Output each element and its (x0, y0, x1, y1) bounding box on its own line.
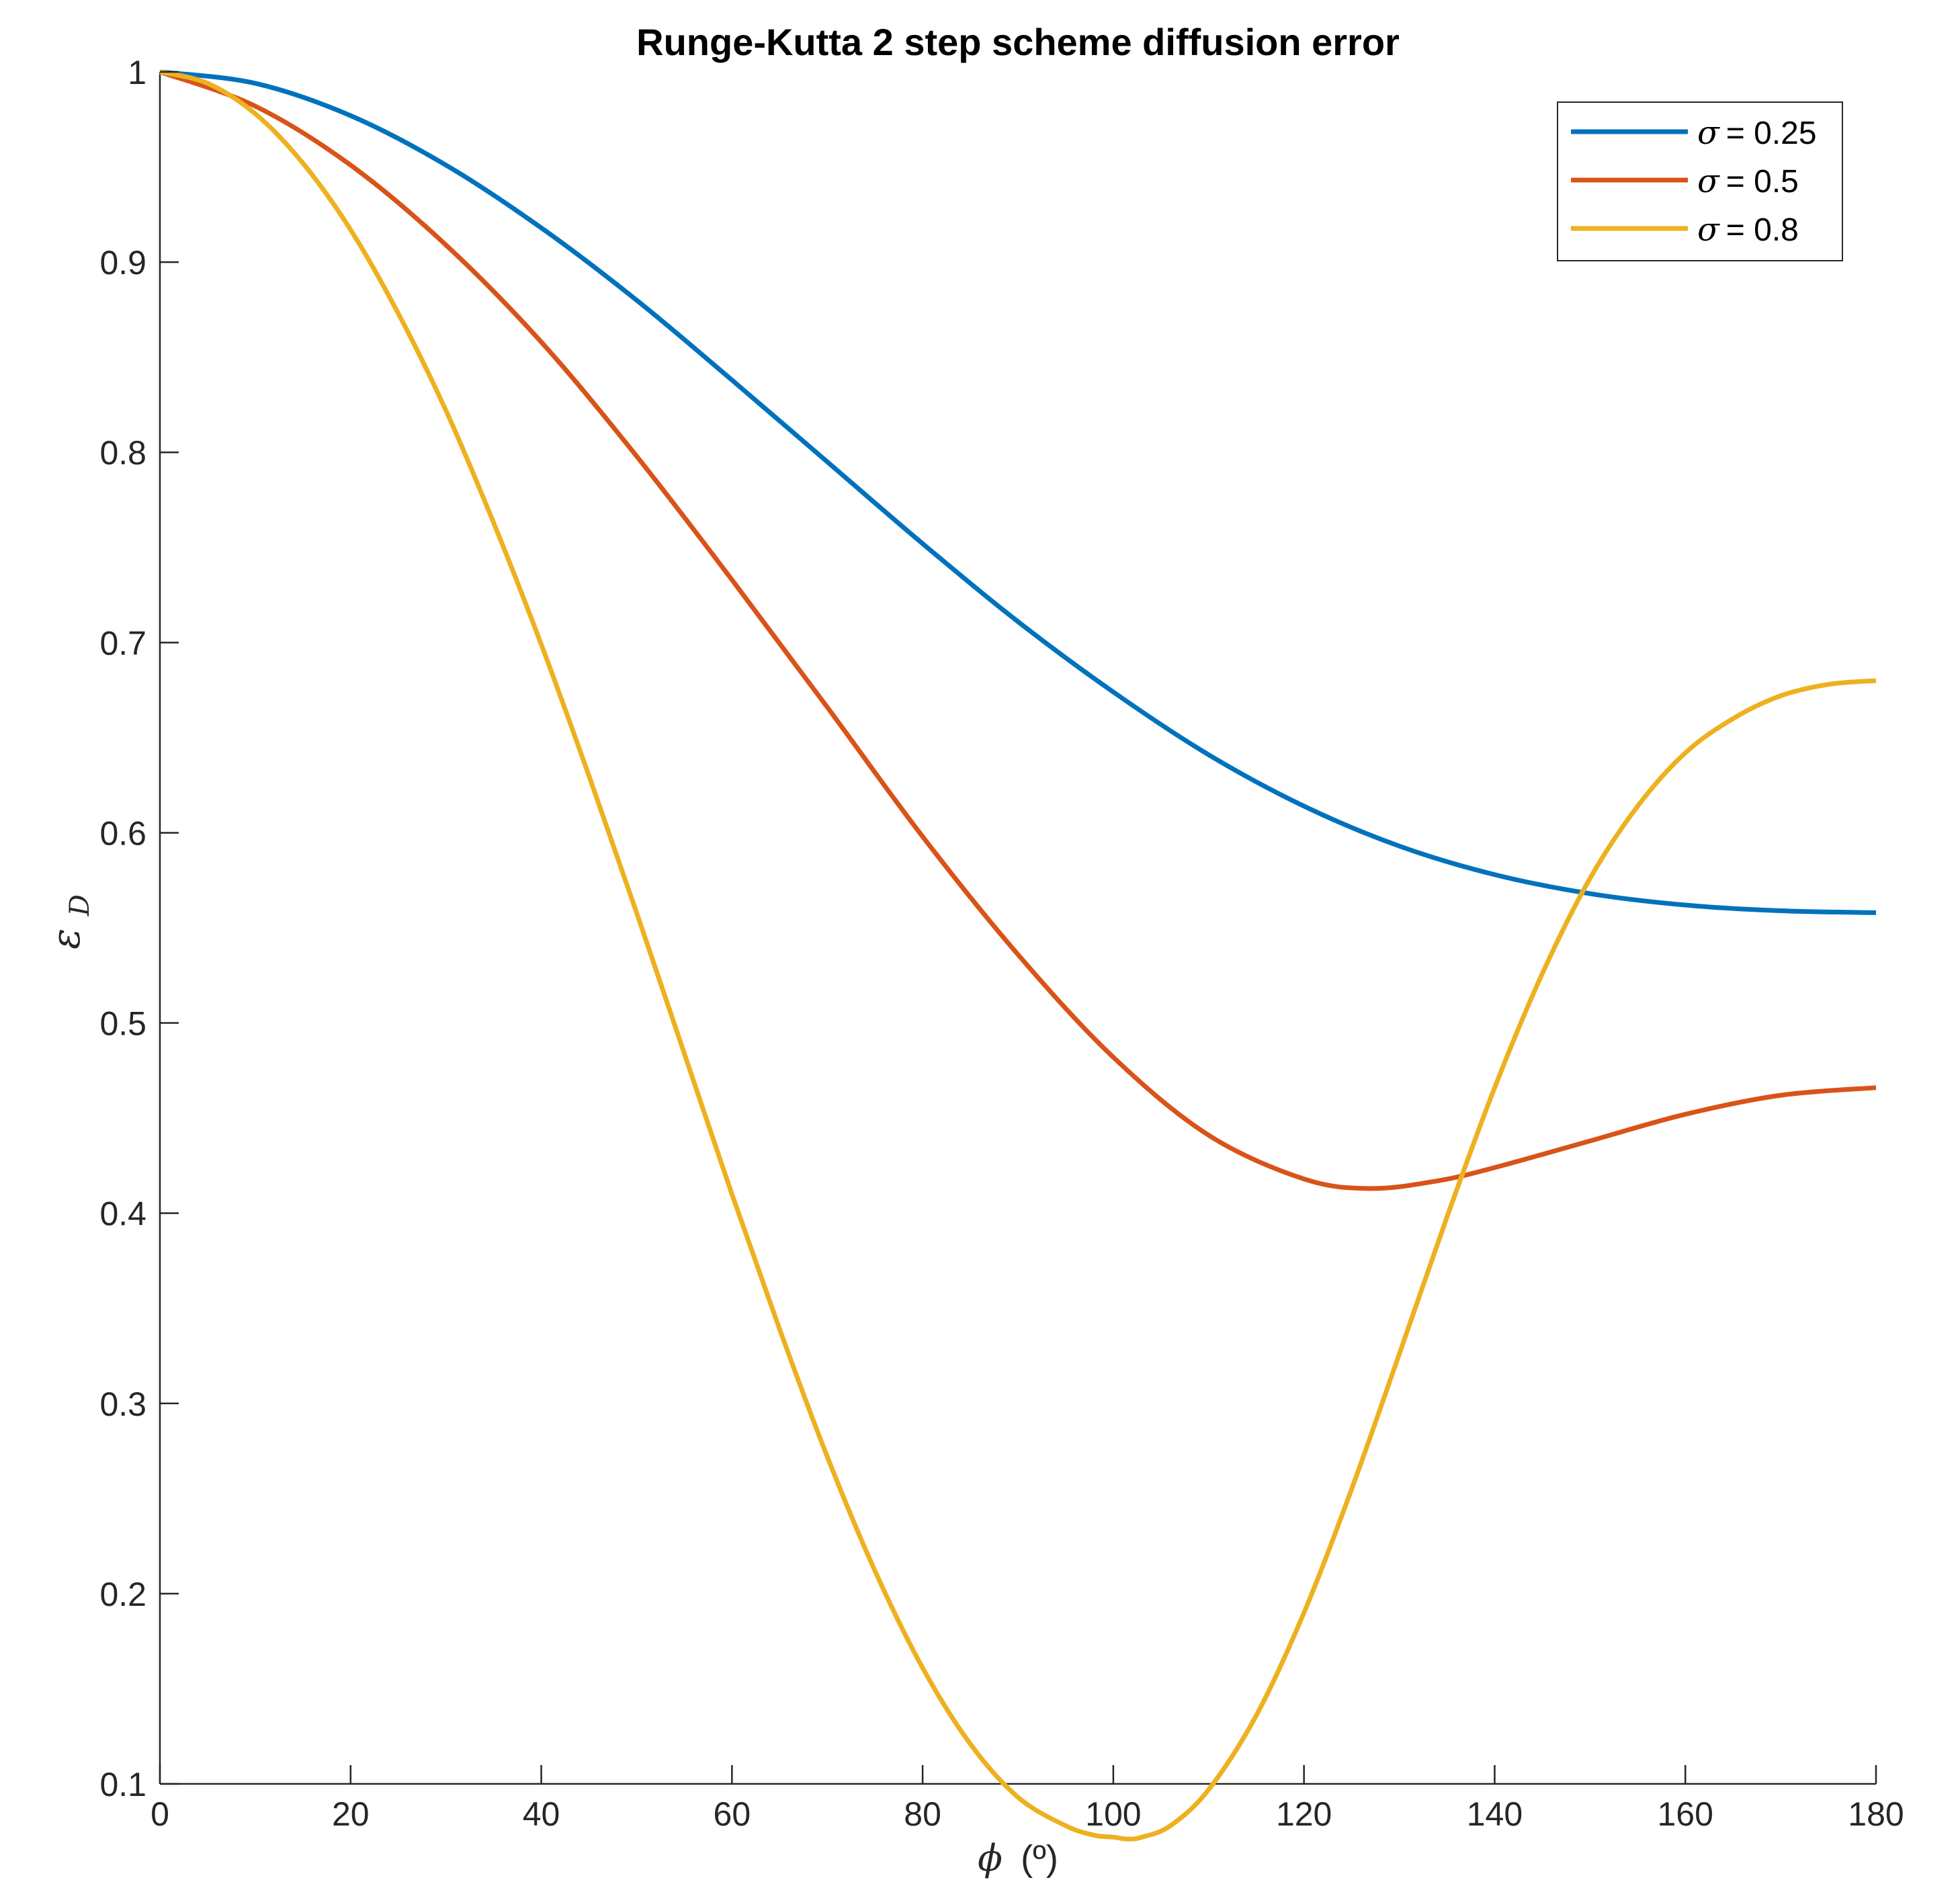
legend-label: σ = 0.5 (1697, 163, 1799, 200)
x-tick-label: 20 (332, 1795, 370, 1833)
legend-symbol: σ (1697, 211, 1720, 249)
y-tick-label: 0.1 (99, 1766, 146, 1803)
series-line-1 (159, 69, 1877, 1191)
x-tick-label: 100 (1085, 1795, 1141, 1833)
legend-symbol: σ (1697, 163, 1720, 200)
y-tick-label: 0.5 (99, 1005, 146, 1043)
x-axis-symbol: ϕ (978, 1837, 1003, 1879)
x-tick-label: 120 (1276, 1795, 1332, 1833)
y-tick-label: 0.2 (99, 1576, 146, 1613)
legend-label: σ = 0.8 (1697, 211, 1799, 249)
x-axis-label: ϕ (º) (978, 1837, 1058, 1879)
legend-label: σ = 0.25 (1697, 114, 1817, 152)
y-tick-label: 0.6 (99, 814, 146, 852)
x-tick-label: 180 (1848, 1795, 1904, 1833)
y-tick-label: 0.8 (99, 434, 146, 472)
y-tick-label: 1 (128, 54, 146, 91)
series-lines (159, 69, 1877, 1842)
y-tick-label: 0.7 (99, 624, 146, 662)
x-tick-label: 40 (523, 1795, 560, 1833)
plot-area (160, 72, 1876, 1784)
axis-labels: ϕ (º) ε D (43, 894, 1058, 1879)
legend-value: = 0.8 (1726, 212, 1799, 248)
y-axis-symbol: ε (43, 929, 89, 949)
x-tick-label: 60 (714, 1795, 751, 1833)
x-tick-label: 140 (1467, 1795, 1523, 1833)
y-axis-subscript: D (65, 894, 95, 916)
chart-title: Runge-Kutta 2 step scheme diffusion erro… (636, 21, 1400, 63)
series-line-2 (159, 69, 1877, 1842)
y-axis-ticks: 0.1 0.2 0.3 0.4 0.5 0.6 0.7 0.8 0.9 1 (99, 54, 179, 1803)
plot-axes (159, 72, 1876, 1785)
x-axis-unit: (º) (1021, 1838, 1058, 1879)
x-tick-label: 80 (904, 1795, 941, 1833)
x-tick-label: 0 (151, 1795, 169, 1833)
series-line-0 (159, 69, 1877, 915)
legend-symbol: σ (1697, 114, 1720, 152)
legend: σ = 0.25σ = 0.5σ = 0.8 (1557, 101, 1843, 261)
y-axis-label: ε D (43, 894, 95, 949)
y-tick-label: 0.4 (99, 1195, 146, 1233)
y-tick-label: 0.9 (99, 244, 146, 282)
x-tick-label: 160 (1658, 1795, 1713, 1833)
x-axis-ticks: 0 20 40 60 80 100 120 140 160 180 (151, 1765, 1904, 1833)
legend-value: = 0.5 (1726, 164, 1799, 200)
y-tick-label: 0.3 (99, 1385, 146, 1423)
legend-value: = 0.25 (1726, 116, 1817, 151)
